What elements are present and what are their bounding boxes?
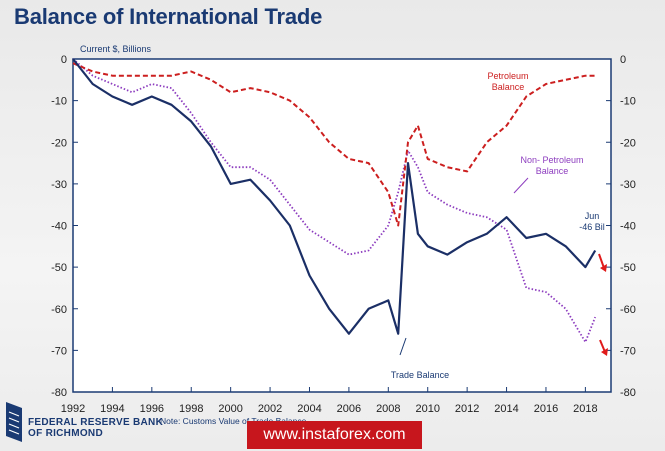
y-axis-label: Current $, Billions	[80, 44, 152, 54]
petroleum-label-line1: Petroleum	[487, 71, 528, 81]
x-tick-label: 2014	[494, 403, 518, 415]
x-tick-label: 2002	[258, 403, 282, 415]
y-tick-label-right: -60	[620, 304, 636, 316]
fed-logo-text: FEDERAL RESERVE BANK OF RICHMOND	[28, 417, 163, 439]
arrow-upper-shaft	[598, 253, 605, 269]
fed-logo-line2: OF RICHMOND	[28, 428, 103, 439]
y-tick-label-right: -20	[620, 137, 636, 149]
y-tick-label-left: -10	[51, 96, 67, 108]
y-tick-label-left: -80	[51, 387, 67, 399]
plot-area	[72, 58, 612, 393]
y-tick-label-right: -30	[620, 179, 636, 191]
x-tick-label: 1994	[100, 403, 124, 415]
y-tick-label-right: -80	[620, 387, 636, 399]
x-tick-label: 2000	[218, 403, 242, 415]
arrow-upper-head	[600, 264, 607, 272]
series-lines	[72, 58, 597, 344]
watermark-banner[interactable]: www.instaforex.com	[247, 421, 422, 449]
x-tick-label: 2004	[297, 403, 321, 415]
nonpetroleum-label-line2: Balance	[536, 166, 569, 176]
y-tick-label-left: -40	[51, 221, 67, 233]
page-title: Balance of International Trade	[14, 4, 323, 29]
petroleum-label-line2: Balance	[492, 82, 525, 92]
x-tick-label: 1992	[61, 403, 85, 415]
arrow-lower-head	[601, 348, 608, 356]
jun-label-line1: Jun	[585, 211, 600, 221]
trade-balance-pointer	[399, 337, 407, 356]
nonpetroleum-pointer	[513, 177, 529, 194]
y-tick-label-left: -30	[51, 179, 67, 191]
x-tick-label: 2016	[534, 403, 558, 415]
y-tick-label-left: -70	[51, 345, 67, 357]
y-axis-left: 0 -10 -20 -30 -40 -50 -60 -70 -80	[51, 54, 78, 399]
arrow-lower-shaft	[599, 339, 606, 353]
x-tick-label: 1996	[140, 403, 164, 415]
x-axis: 1992 1994 1996 1998 2000 2002 2004 2006 2008 2010…	[61, 387, 598, 415]
x-tick-label: 2010	[415, 403, 439, 415]
y-tick-label-right: -70	[620, 345, 636, 357]
y-tick-label-right: -40	[620, 221, 636, 233]
series-line-0	[72, 58, 597, 335]
y-tick-label-left: -50	[51, 262, 67, 274]
jun-label-line2: -46 Bil	[579, 222, 605, 232]
x-tick-label: 2006	[337, 403, 361, 415]
series-line-1	[72, 62, 596, 227]
series-line-2	[72, 58, 597, 344]
nonpetroleum-label-line1: Non- Petroleum	[520, 155, 583, 165]
trade-balance-label: Trade Balance	[391, 370, 449, 380]
x-tick-label: 2012	[455, 403, 479, 415]
fed-logo-line1: FEDERAL RESERVE BANK	[28, 417, 164, 428]
chart-note: Note: Customs Value of Trade Balance	[160, 416, 307, 426]
y-tick-label-left: -60	[51, 304, 67, 316]
x-tick-label: 2018	[573, 403, 597, 415]
y-axis-right: 0 -10 -20 -30 -40 -50 -60 -70 -80	[606, 54, 636, 399]
x-tick-label: 1998	[179, 403, 203, 415]
fed-eagle-logo-icon	[6, 402, 22, 442]
y-tick-label-left: 0	[61, 54, 67, 66]
x-tick-label: 2008	[376, 403, 400, 415]
y-tick-label-right: -10	[620, 96, 636, 108]
y-tick-label-left: -20	[51, 137, 67, 149]
y-tick-label-right: -50	[620, 262, 636, 274]
y-tick-label-right: 0	[620, 54, 626, 66]
